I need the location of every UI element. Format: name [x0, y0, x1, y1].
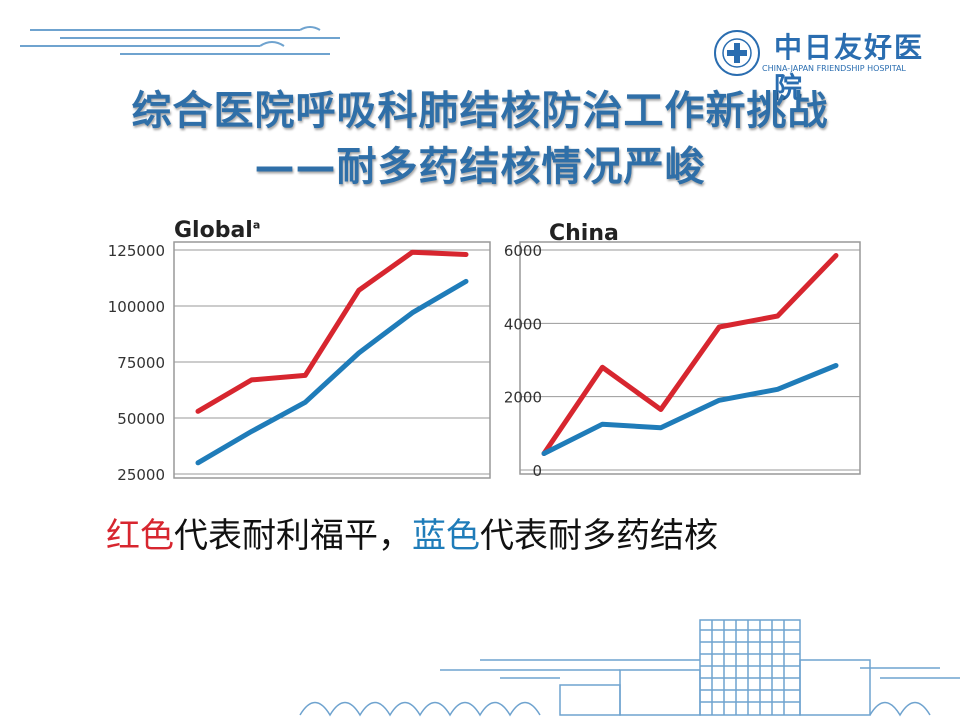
caption-blue-text: 代表耐多药结核: [480, 516, 718, 556]
top-left-decoration: [20, 26, 340, 55]
china-blue-point: [834, 363, 838, 368]
china-ytick-label: 6000: [504, 242, 542, 260]
china-red-point: [600, 365, 605, 370]
hospital-logo: 中日友好医院 CHINA-JAPAN FRIENDSHIP HOSPITAL: [712, 22, 927, 104]
logo-chinese-name: 中日友好医院: [774, 31, 925, 104]
china-ytick-label: 4000: [504, 315, 542, 333]
global-blue-point: [196, 460, 200, 465]
china-blue-point: [717, 398, 722, 403]
global-blue-point: [303, 400, 308, 405]
global-blue-point: [356, 351, 361, 356]
global-blue-point: [410, 310, 415, 315]
bottom-cityscape-decoration: [299, 619, 960, 717]
china-ytick-label: 0: [532, 462, 542, 480]
china-blue-point: [658, 425, 663, 430]
global-ytick-label: 75000: [117, 354, 165, 372]
logo-english-name: CHINA-JAPAN FRIENDSHIP HOSPITAL: [762, 64, 906, 73]
global-ytick-label: 100000: [108, 298, 165, 316]
slide-title-line2: ——耐多药结核情况严峻: [254, 144, 706, 190]
global-red-point: [303, 373, 308, 378]
global-red-point: [410, 250, 415, 255]
global-ytick-label: 50000: [117, 410, 165, 428]
hospital-emblem-icon: [714, 30, 760, 76]
global-title-text: Global: [174, 218, 253, 243]
china-blue-point: [600, 422, 605, 427]
china-blue-point: [542, 451, 546, 456]
caption-blue-word: 蓝色: [412, 516, 480, 556]
china-red-point: [658, 407, 663, 412]
global-plot-area: [173, 241, 491, 479]
china-ytick-label: 2000: [504, 389, 542, 407]
slide-title-line1: 综合医院呼吸科肺结核防治工作新挑战: [131, 88, 829, 134]
global-title-superscript: a: [252, 218, 261, 232]
global-chart-title: Globala: [174, 218, 260, 243]
global-blue-point: [464, 279, 468, 284]
caption-red-text: 代表耐利福平，: [174, 516, 412, 556]
caption-red-word: 红色: [106, 516, 174, 556]
china-blue-series-line: [541, 363, 839, 456]
global-red-point: [196, 409, 200, 414]
global-red-point: [356, 288, 361, 293]
global-blue-series-line: [195, 278, 469, 466]
legend-caption: 红色代表耐利福平，蓝色代表耐多药结核: [106, 508, 718, 557]
global-red-point: [464, 252, 468, 257]
global-ytick-label: 125000: [108, 242, 165, 260]
china-blue-point: [775, 387, 780, 392]
global-red-series-line: [195, 249, 469, 414]
china-red-series-line: [541, 253, 839, 456]
global-blue-point: [249, 429, 254, 434]
global-ytick-label: 25000: [117, 466, 165, 484]
china-red-point: [717, 325, 722, 329]
china-red-point: [775, 314, 780, 318]
china-red-point: [834, 253, 838, 258]
global-red-point: [249, 377, 254, 382]
